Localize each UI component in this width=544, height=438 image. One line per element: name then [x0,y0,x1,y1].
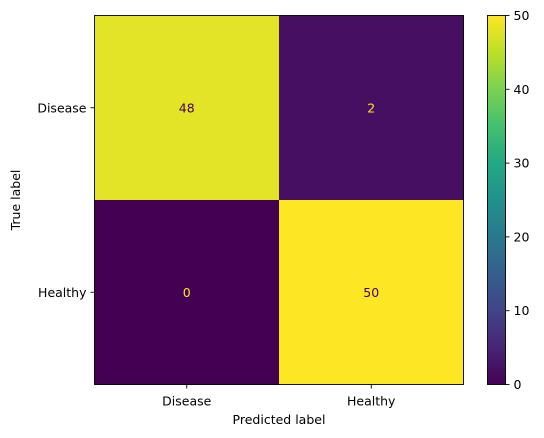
heatmap-cells [94,15,464,385]
y-tick-label: Disease [37,100,86,115]
x-axis-label: Predicted label [233,412,326,427]
heatmap-cell-value: 48 [179,100,195,115]
heatmap-cell-value: 2 [367,100,375,115]
x-axis-ticks: Disease Healthy [162,384,396,409]
heatmap-cell [94,200,280,385]
colorbar-tick-label: 30 [514,156,530,171]
y-axis-label: True label [8,170,23,232]
colorbar-ticks: 0 10 20 30 40 50 [505,8,530,392]
heatmap-value-labels: 48 2 0 50 [179,100,379,300]
colorbar-tick-label: 40 [514,82,530,97]
y-tick-label: Healthy [38,285,87,300]
colorbar-tick-label: 10 [514,303,530,318]
plot-frame [94,15,464,385]
colorbar [487,15,506,385]
colorbar-tick-label: 50 [514,8,530,23]
heatmap-cell [94,15,280,201]
heatmap-cell-value: 0 [183,285,191,300]
colorbar-tick-label: 20 [514,229,530,244]
heatmap-cell [279,200,464,385]
colorbar-tick-label: 0 [514,377,522,392]
heatmap-cell [279,15,464,201]
heatmap-cell-value: 50 [363,285,379,300]
x-tick-label: Healthy [347,394,396,409]
x-tick-label: Disease [162,394,211,409]
y-axis-ticks: Disease Healthy [37,100,95,300]
